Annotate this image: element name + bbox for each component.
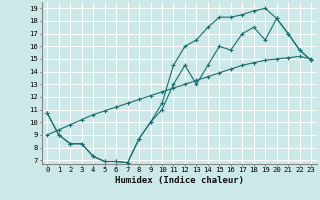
X-axis label: Humidex (Indice chaleur): Humidex (Indice chaleur) <box>115 176 244 185</box>
